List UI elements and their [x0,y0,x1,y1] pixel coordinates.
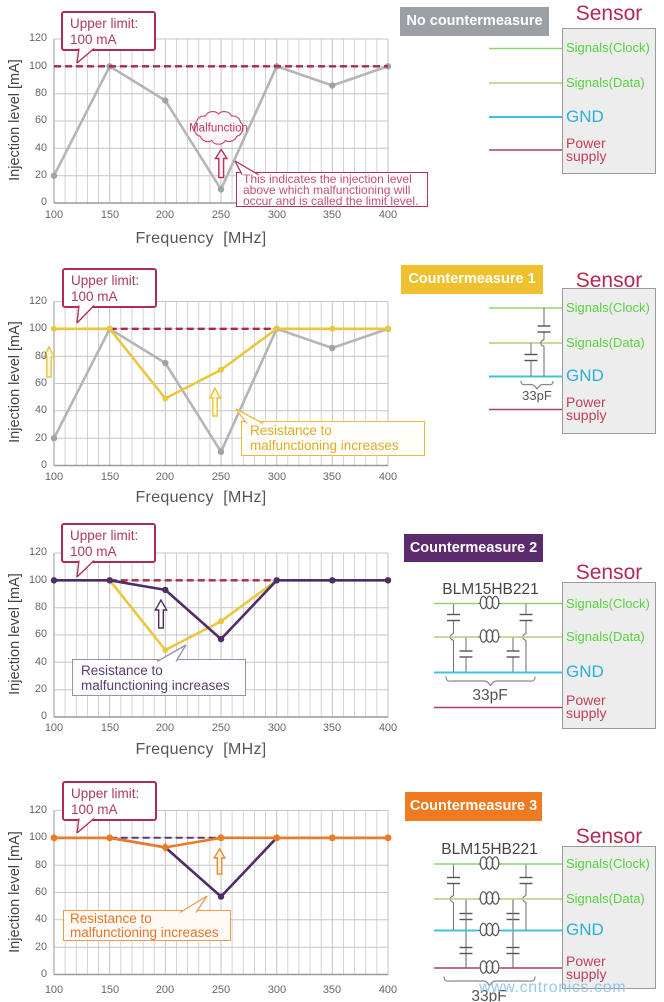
svg-text:Malfunction: Malfunction [189,123,248,135]
